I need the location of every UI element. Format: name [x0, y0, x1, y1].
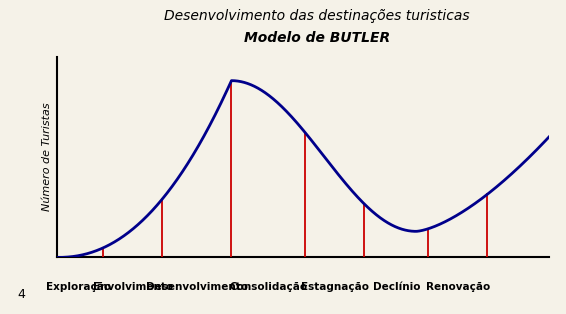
Text: Consolidação: Consolidação: [229, 283, 307, 292]
Text: 4: 4: [17, 289, 25, 301]
Y-axis label: Número de Turistas: Número de Turistas: [42, 103, 53, 211]
Text: Renovação: Renovação: [426, 283, 490, 292]
Text: Envolvimento: Envolvimento: [93, 283, 173, 292]
Text: Exploração: Exploração: [46, 283, 112, 292]
Text: Estagnação: Estagnação: [301, 283, 369, 292]
Text: Modelo de BUTLER: Modelo de BUTLER: [244, 31, 390, 46]
Text: Desenvolvimento das destinações turisticas: Desenvolvimento das destinações turistic…: [164, 9, 470, 24]
Text: Desenvolvimento: Desenvolvimento: [146, 283, 248, 292]
Text: Declínio: Declínio: [372, 283, 420, 292]
